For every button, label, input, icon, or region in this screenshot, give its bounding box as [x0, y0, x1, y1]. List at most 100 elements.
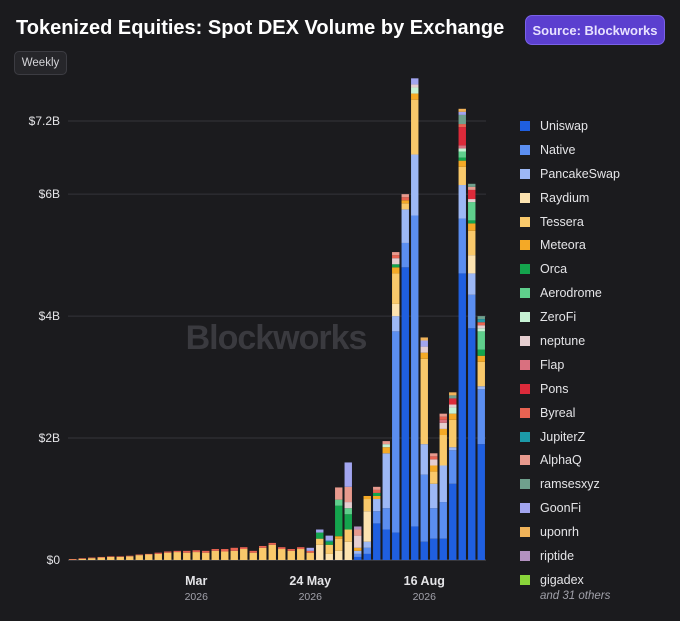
legend-item[interactable]: neptune	[520, 329, 670, 353]
bar-segment[interactable]	[287, 550, 295, 560]
bar-segment[interactable]	[392, 532, 400, 560]
bar-segment[interactable]	[97, 557, 105, 560]
legend-item[interactable]: Meteora	[520, 233, 670, 257]
bar-segment[interactable]	[477, 389, 485, 445]
bar-segment[interactable]	[477, 361, 485, 387]
bar-stack[interactable]	[211, 549, 219, 560]
bar-segment[interactable]	[382, 441, 390, 445]
bar-segment[interactable]	[401, 267, 409, 560]
bar-segment[interactable]	[468, 328, 476, 560]
bar-segment[interactable]	[335, 505, 343, 537]
bar-segment[interactable]	[411, 84, 419, 88]
bar-segment[interactable]	[449, 392, 457, 396]
bar-segment[interactable]	[316, 544, 324, 560]
bar-segment[interactable]	[164, 551, 172, 553]
bar-segment[interactable]	[439, 538, 447, 560]
bar-segment[interactable]	[420, 541, 428, 560]
bar-segment[interactable]	[78, 558, 86, 559]
bar-segment[interactable]	[325, 541, 333, 545]
legend-item[interactable]: Aerodrome	[520, 281, 670, 305]
bar-segment[interactable]	[192, 552, 200, 560]
bar-segment[interactable]	[477, 322, 485, 326]
bar-segment[interactable]	[373, 486, 381, 490]
bar-segment[interactable]	[249, 550, 257, 553]
bar-stack[interactable]	[278, 547, 286, 560]
bar-segment[interactable]	[458, 273, 466, 560]
bar-segment[interactable]	[145, 553, 153, 555]
bar-segment[interactable]	[392, 331, 400, 533]
bar-segment[interactable]	[401, 194, 409, 198]
bar-segment[interactable]	[107, 556, 115, 560]
bar-stack[interactable]	[183, 550, 191, 560]
bar-segment[interactable]	[468, 255, 476, 274]
bar-segment[interactable]	[335, 536, 343, 539]
bar-segment[interactable]	[401, 242, 409, 268]
bar-segment[interactable]	[344, 529, 352, 542]
bar-segment[interactable]	[411, 154, 419, 216]
bar-segment[interactable]	[420, 352, 428, 359]
bar-segment[interactable]	[477, 355, 485, 362]
bar-segment[interactable]	[287, 549, 295, 551]
legend-item[interactable]: ramsesxyz	[520, 472, 670, 496]
bar-segment[interactable]	[392, 255, 400, 259]
bar-segment[interactable]	[439, 435, 447, 466]
bar-segment[interactable]	[363, 553, 371, 560]
bar-segment[interactable]	[363, 547, 371, 554]
bar-segment[interactable]	[411, 93, 419, 100]
bar-stack[interactable]	[287, 549, 295, 560]
bar-stack[interactable]	[88, 557, 96, 560]
bar-segment[interactable]	[420, 346, 428, 353]
bar-segment[interactable]	[439, 413, 447, 417]
legend-item[interactable]: JupiterZ	[520, 425, 670, 449]
bar-segment[interactable]	[211, 549, 219, 551]
bar-segment[interactable]	[126, 556, 134, 560]
bar-stack[interactable]	[363, 495, 371, 560]
bar-segment[interactable]	[430, 508, 438, 539]
bar-segment[interactable]	[278, 549, 286, 560]
bar-segment[interactable]	[468, 230, 476, 256]
bar-stack[interactable]	[173, 550, 181, 560]
bar-stack[interactable]	[335, 487, 343, 560]
bar-segment[interactable]	[164, 552, 172, 560]
bar-segment[interactable]	[354, 553, 362, 557]
legend-item[interactable]: Native	[520, 138, 670, 162]
bar-segment[interactable]	[477, 316, 485, 320]
bar-segment[interactable]	[325, 544, 333, 554]
bar-segment[interactable]	[449, 450, 457, 484]
bar-segment[interactable]	[126, 555, 134, 557]
bar-segment[interactable]	[449, 395, 457, 399]
bar-stack[interactable]	[439, 413, 447, 560]
bar-segment[interactable]	[449, 483, 457, 560]
bar-stack[interactable]	[316, 529, 324, 560]
bar-stack[interactable]	[259, 545, 267, 560]
bar-segment[interactable]	[458, 145, 466, 149]
bar-segment[interactable]	[382, 444, 390, 448]
bar-segment[interactable]	[107, 556, 115, 557]
bar-stack[interactable]	[164, 551, 172, 560]
bar-segment[interactable]	[211, 550, 219, 560]
bar-segment[interactable]	[344, 462, 352, 487]
bar-segment[interactable]	[316, 529, 324, 533]
bar-segment[interactable]	[468, 273, 476, 295]
bar-segment[interactable]	[373, 511, 381, 524]
bar-segment[interactable]	[458, 148, 466, 152]
bar-segment[interactable]	[344, 541, 352, 560]
bar-segment[interactable]	[477, 386, 485, 390]
bar-segment[interactable]	[373, 495, 381, 500]
bar-segment[interactable]	[354, 556, 362, 560]
bar-segment[interactable]	[468, 220, 476, 224]
bar-stack[interactable]	[382, 441, 390, 560]
legend-item[interactable]: Byreal	[520, 401, 670, 425]
bar-segment[interactable]	[278, 547, 286, 550]
bar-stack[interactable]	[344, 462, 352, 560]
bar-segment[interactable]	[420, 358, 428, 445]
bar-segment[interactable]	[268, 544, 276, 560]
bar-segment[interactable]	[430, 465, 438, 472]
bar-segment[interactable]	[382, 508, 390, 530]
bar-segment[interactable]	[354, 526, 362, 530]
bar-segment[interactable]	[173, 550, 181, 553]
bar-segment[interactable]	[392, 258, 400, 265]
bar-segment[interactable]	[430, 538, 438, 560]
bar-segment[interactable]	[78, 558, 86, 560]
bar-segment[interactable]	[306, 550, 314, 553]
